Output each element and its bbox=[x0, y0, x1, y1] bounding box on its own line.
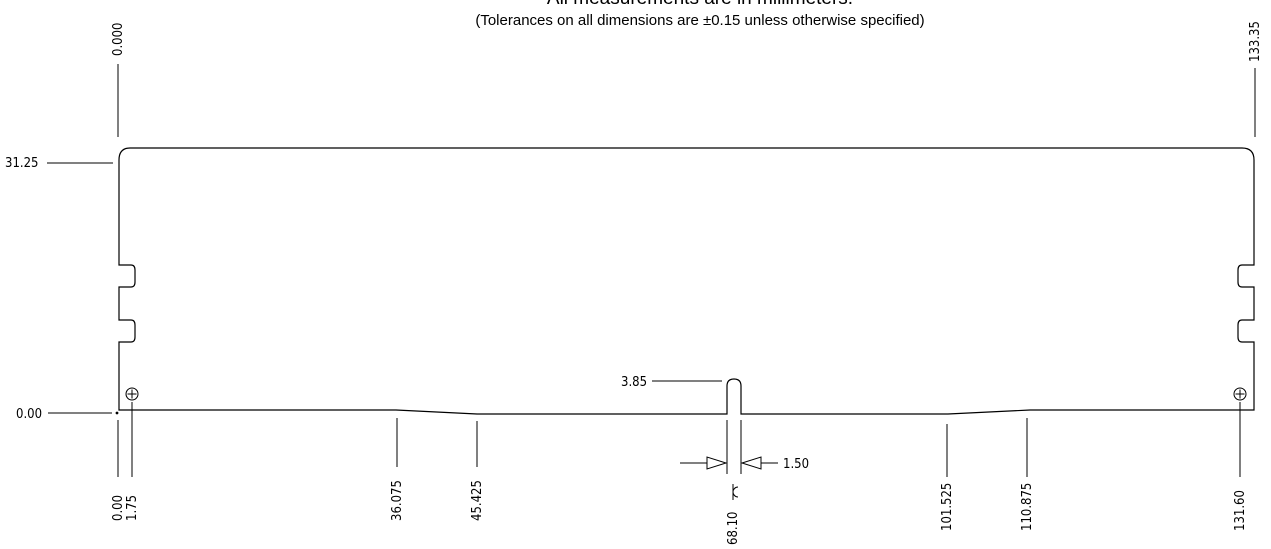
dim-bottom-chamfer-right-start: 101.525 bbox=[940, 483, 955, 531]
dim-bottom-chamfer-left-end: 45.425 bbox=[470, 480, 485, 521]
dim-bottom-chamfer-right-end: 110.875 bbox=[1020, 483, 1035, 531]
dim-left-top: 31.25 bbox=[5, 156, 38, 171]
dim-left-zero: 0.00 bbox=[16, 407, 42, 422]
dim-bottom-centerline: 68.10 bbox=[726, 512, 741, 545]
dim-bottom-chamfer-left-start: 36.075 bbox=[390, 480, 405, 521]
units-note: All measurements are in millimeters. bbox=[547, 0, 853, 9]
tolerance-note: (Tolerances on all dimensions are ±0.15 … bbox=[475, 12, 924, 29]
dim-notch-depth: 3.85 bbox=[621, 375, 647, 390]
centerline-icon bbox=[732, 484, 739, 500]
dim-top-right: 133.35 bbox=[1248, 21, 1263, 62]
dim-top-left: 0.000 bbox=[111, 23, 126, 56]
arrow-left-icon bbox=[740, 456, 762, 470]
arrow-right-icon bbox=[706, 456, 728, 470]
dim-bottom-origin: 0.00 bbox=[111, 495, 126, 521]
mounting-hole-icon bbox=[125, 387, 139, 401]
mounting-hole-icon bbox=[1233, 387, 1247, 401]
dim-bottom-hole-left: 1.75 bbox=[125, 495, 140, 521]
board-outline bbox=[118, 147, 1255, 415]
dim-notch-width: 1.50 bbox=[783, 457, 809, 472]
origin-dot-icon bbox=[115, 411, 119, 415]
dim-bottom-hole-right: 131.60 bbox=[1233, 490, 1248, 531]
